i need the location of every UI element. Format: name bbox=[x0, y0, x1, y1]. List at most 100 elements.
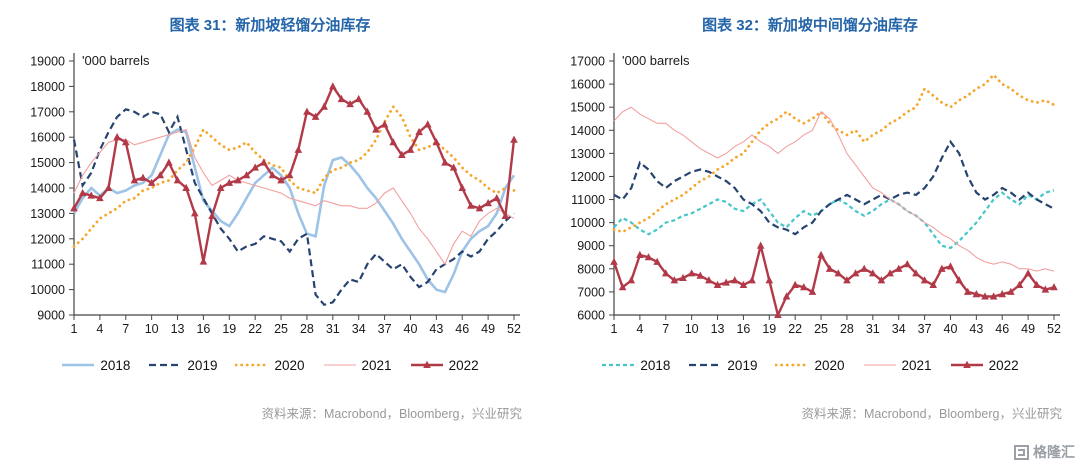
triangle-marker bbox=[87, 191, 96, 199]
triangle-marker bbox=[687, 269, 696, 277]
x-tick-label: 46 bbox=[455, 322, 469, 336]
legend-label: 2018 bbox=[100, 357, 131, 373]
triangle-marker bbox=[938, 264, 946, 272]
x-tick-label: 28 bbox=[840, 322, 854, 336]
triangle-marker bbox=[869, 269, 877, 277]
triangle-marker bbox=[730, 276, 739, 284]
x-tick-label: 7 bbox=[662, 322, 669, 336]
triangle-marker bbox=[791, 280, 799, 288]
y-tick-label: 16000 bbox=[30, 131, 65, 145]
triangle-marker bbox=[756, 241, 765, 249]
triangle-marker bbox=[748, 276, 756, 284]
series-2022 bbox=[70, 82, 518, 265]
triangle-marker bbox=[817, 250, 825, 258]
x-tick-label: 52 bbox=[1047, 322, 1061, 336]
legend-sample-2022 bbox=[950, 360, 983, 368]
axes: 9000 10000 11000 12000 13000 14000 15000 16000 1… bbox=[30, 53, 521, 336]
triangle-marker bbox=[774, 310, 782, 318]
x-tick-label: 1 bbox=[611, 322, 618, 336]
legend-item-2020: 2020 bbox=[235, 358, 305, 373]
legend-sample-2020 bbox=[235, 363, 270, 367]
triangle-marker bbox=[484, 199, 492, 207]
triangle-marker bbox=[329, 82, 337, 90]
triangle-marker bbox=[423, 120, 432, 128]
triangle-marker bbox=[834, 269, 843, 277]
x-tick-label: 40 bbox=[404, 322, 418, 336]
triangle-marker bbox=[886, 269, 894, 277]
y-tick-label: 10000 bbox=[30, 283, 65, 297]
triangle-marker bbox=[113, 133, 121, 141]
triangle-marker bbox=[320, 102, 328, 110]
triangle-marker bbox=[501, 211, 510, 219]
triangle-marker bbox=[962, 360, 971, 368]
legend-item-2022: 2022 bbox=[950, 358, 1019, 373]
triangle-marker bbox=[800, 283, 808, 291]
triangle-marker bbox=[765, 276, 774, 284]
x-tick-label: 43 bbox=[429, 322, 443, 336]
y-tick-label: 13000 bbox=[570, 147, 605, 161]
y-tick-label: 13000 bbox=[30, 207, 65, 221]
triangle-marker bbox=[225, 178, 234, 186]
x-tick-label: 31 bbox=[326, 322, 340, 336]
x-tick-label: 37 bbox=[378, 322, 392, 336]
x-tick-label: 40 bbox=[944, 322, 958, 336]
series-2018 bbox=[72, 128, 516, 294]
y-tick-label: 9000 bbox=[37, 309, 65, 323]
triangle-marker bbox=[277, 176, 285, 184]
y-tick-label: 14000 bbox=[30, 182, 65, 196]
chart-title: 图表 31：新加坡轻馏分油库存 bbox=[169, 17, 371, 34]
x-tick-label: 19 bbox=[222, 322, 236, 336]
x-tick-label: 46 bbox=[995, 322, 1009, 336]
y-tick-label: 15000 bbox=[30, 156, 65, 170]
triangle-marker bbox=[432, 138, 441, 146]
triangle-marker bbox=[492, 193, 501, 202]
legend-item-2021: 2021 bbox=[323, 358, 392, 373]
triangle-marker bbox=[1032, 280, 1041, 288]
chart-block-light-distillates: 图表 31：新加坡轻馏分油库存 9000 10000 11000 12000 13000… bbox=[0, 0, 540, 422]
legend-sample-2022 bbox=[410, 360, 443, 368]
triangle-marker bbox=[860, 264, 868, 272]
x-tick-label: 10 bbox=[685, 322, 699, 336]
triangle-marker bbox=[510, 135, 518, 143]
unit-label: '000 barrels bbox=[82, 53, 150, 68]
legend-sample-2018 bbox=[602, 363, 635, 367]
triangle-marker bbox=[894, 264, 903, 272]
x-tick-label: 25 bbox=[274, 322, 288, 336]
legend: 2018 2019 2020 2021 2022 bbox=[61, 355, 479, 375]
triangle-marker bbox=[467, 201, 475, 209]
triangle-marker bbox=[354, 94, 363, 103]
x-tick-label: 13 bbox=[171, 322, 185, 336]
triangle-marker bbox=[458, 183, 467, 191]
series-2020 bbox=[612, 72, 1056, 234]
triangle-marker bbox=[920, 276, 929, 284]
chart-title: 图表 32：新加坡中间馏分油库存 bbox=[702, 17, 918, 34]
x-tick-label: 4 bbox=[96, 322, 103, 336]
charts-row: 图表 31：新加坡轻馏分油库存 9000 10000 11000 12000 13000… bbox=[0, 0, 1062, 422]
series-2018 bbox=[613, 189, 1055, 250]
legend-label: 2018 bbox=[640, 357, 671, 373]
triangle-marker bbox=[78, 188, 87, 197]
legend-item-2018: 2018 bbox=[601, 358, 670, 373]
triangle-marker bbox=[946, 262, 955, 270]
triangle-marker bbox=[653, 257, 661, 265]
triangle-marker bbox=[644, 253, 653, 261]
triangle-marker bbox=[216, 183, 225, 191]
triangle-marker bbox=[713, 280, 722, 288]
triangle-marker bbox=[843, 276, 851, 284]
triangle-marker bbox=[912, 269, 920, 277]
triangle-marker bbox=[156, 171, 165, 179]
legend-sample-2020 bbox=[775, 363, 810, 367]
legend-label: 2022 bbox=[448, 357, 479, 373]
triangle-marker bbox=[825, 264, 834, 272]
y-tick-label: 11000 bbox=[31, 258, 65, 272]
triangle-marker bbox=[679, 273, 687, 282]
y-tick-label: 10000 bbox=[570, 216, 605, 230]
series-2021 bbox=[613, 106, 1055, 272]
series-2019 bbox=[613, 139, 1055, 236]
x-tick-label: 10 bbox=[145, 322, 159, 336]
triangle-marker bbox=[363, 107, 372, 115]
triangle-marker bbox=[121, 138, 130, 146]
x-tick-label: 34 bbox=[892, 322, 906, 336]
x-tick-label: 19 bbox=[762, 322, 776, 336]
triangle-marker bbox=[1050, 283, 1058, 291]
